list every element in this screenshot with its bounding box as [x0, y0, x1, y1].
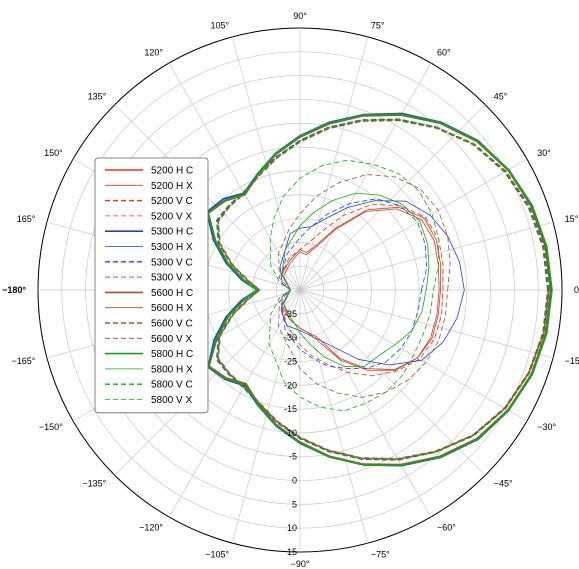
legend-label: 5600 H C — [151, 288, 193, 299]
angle-tick-label: 165° — [17, 214, 36, 224]
radial-tick-label: -35 — [284, 309, 297, 319]
grid-spoke — [299, 289, 432, 518]
legend-label: 5600 H X — [151, 303, 193, 314]
legend-box — [94, 157, 209, 414]
legend-label: 5800 V X — [151, 395, 192, 406]
angle-tick-label: 30° — [537, 148, 551, 158]
grid-spoke — [168, 62, 301, 291]
grid-spoke — [299, 158, 528, 291]
radial-tick-label: 5 — [292, 499, 297, 509]
grid-spoke — [299, 289, 369, 544]
angle-tick-label: −135° — [82, 479, 106, 489]
grid-spoke — [299, 62, 432, 291]
angle-tick-label: 45° — [494, 91, 508, 101]
legend-label: 5300 H C — [151, 227, 193, 238]
angle-tick-label: −75° — [371, 550, 390, 560]
series-line-5600-h-x — [283, 208, 440, 371]
series-line-5800-h-c — [206, 113, 553, 467]
legend-label: 5300 V C — [151, 257, 193, 268]
radial-tick-label: 10 — [287, 523, 297, 533]
angle-tick-label: −15 — [565, 356, 579, 366]
angle-tick-label: 75° — [371, 20, 385, 30]
radial-tick-label: -30 — [284, 333, 297, 343]
angle-tick-label: −90° — [291, 559, 310, 569]
radial-tick-label: -5 — [289, 452, 297, 462]
legend-label: 5200 H C — [151, 166, 193, 177]
legend-label: 5800 H X — [151, 364, 193, 375]
angle-tick-label: −45° — [494, 479, 513, 489]
series-line-5600-v-c — [217, 119, 549, 460]
angle-tick-label: 60° — [437, 48, 451, 58]
angle-tick-label: 120° — [144, 48, 163, 58]
series-layer — [206, 112, 553, 467]
angle-tick-label: −105° — [205, 550, 229, 560]
grid-spoke — [299, 289, 554, 359]
legend-label: 5200 V C — [151, 196, 193, 207]
legend-label: 5300 V X — [151, 273, 192, 284]
angle-tick-label: 0 — [574, 285, 579, 295]
tick-layer: 90° 75° 60° 45° 30° 15° 0 −15 −30° −45° −60° −75° −9… — [2, 11, 579, 569]
grid-spoke — [168, 289, 301, 518]
angle-tick-label: 150° — [44, 148, 63, 158]
grid-spoke — [299, 221, 554, 291]
radial-tick-label: 15 — [287, 547, 297, 557]
angle-tick-label: 105° — [210, 20, 229, 30]
angle-tick-label: −165° — [11, 356, 35, 366]
legend-label: 5600 V X — [151, 334, 192, 345]
angle-tick-label: 90° — [293, 11, 307, 21]
legend-label: 5200 V X — [151, 211, 192, 222]
series-line-5300-v-c — [216, 118, 549, 461]
legend-label: 5600 V C — [151, 319, 193, 330]
series-line-5200-v-c — [217, 119, 550, 460]
radial-tick-label: -25 — [284, 356, 297, 366]
legend: 5200 H C 5200 H X 5200 V C 5200 V X 5300 H C… — [94, 157, 209, 414]
radial-tick-label: 0 — [292, 476, 297, 486]
radial-tick-label: -20 — [284, 380, 297, 390]
radial-tick-label: -10 — [284, 428, 297, 438]
legend-label: 5300 H X — [151, 242, 193, 253]
angle-tick-label: 135° — [88, 91, 107, 101]
angle-tick-label: −120° — [139, 522, 163, 532]
angle-tick-label: −180° — [2, 285, 26, 295]
series-line-5300-h-x — [279, 200, 465, 366]
legend-label: 5800 H C — [151, 349, 193, 360]
radial-tick-label: -15 — [284, 404, 297, 414]
legend-label: 5800 V C — [151, 380, 193, 391]
series-line-5800-h-x — [281, 192, 430, 367]
series-line-5800-v-c — [216, 118, 550, 461]
grid-spoke — [231, 289, 301, 544]
angle-tick-label: −150° — [39, 422, 63, 432]
series-line-5800-v-x — [268, 159, 440, 412]
angle-tick-label: 15° — [565, 214, 579, 224]
legend-label: 5200 H X — [151, 181, 193, 192]
angle-tick-label: −60° — [437, 522, 456, 532]
angle-tick-label: −30° — [537, 422, 556, 432]
grid-spoke — [299, 36, 369, 291]
